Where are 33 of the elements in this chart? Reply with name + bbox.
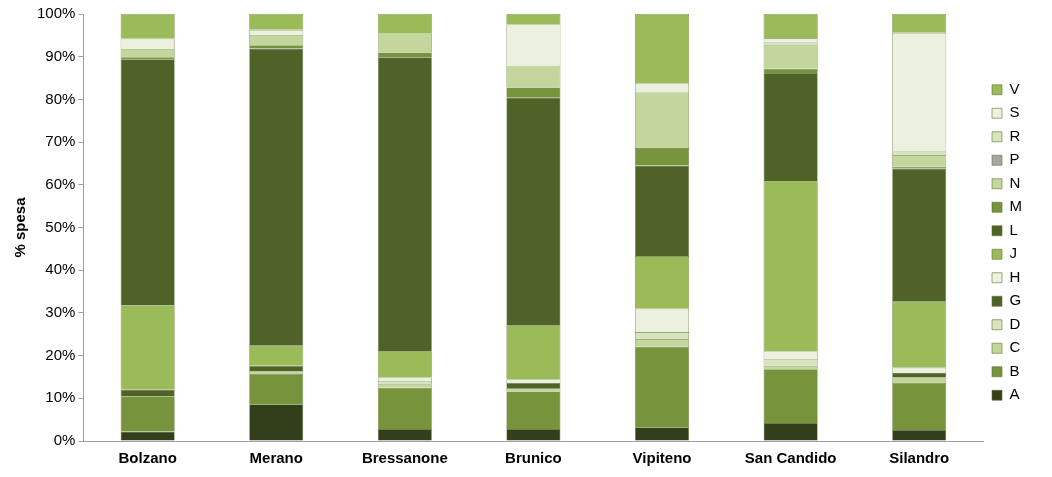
y-tick-label: 90%	[45, 46, 76, 64]
y-tick-label: 0%	[53, 431, 76, 449]
x-tick-label: Silandro	[889, 449, 950, 467]
legend-label: P	[1009, 150, 1020, 168]
x-tick-label: Merano	[249, 449, 303, 467]
legend-label: V	[1009, 79, 1020, 97]
x-tick-label: Bolzano	[118, 449, 177, 467]
legend-label: D	[1009, 314, 1021, 332]
y-tick-label: 70%	[45, 132, 76, 150]
y-tick-label: 30%	[45, 303, 76, 321]
y-tick-label: 80%	[45, 89, 76, 107]
legend-label: L	[1009, 220, 1018, 238]
y-tick-label: 50%	[45, 217, 76, 235]
legend-label: A	[1009, 385, 1020, 403]
legend-label: G	[1009, 291, 1022, 309]
y-tick-label: 100%	[36, 4, 76, 22]
x-tick-label: Brunico	[505, 449, 562, 467]
legend-label: S	[1009, 103, 1020, 121]
y-tick-label: 60%	[45, 174, 76, 192]
x-tick-label: Bressanone	[361, 449, 448, 467]
legend-label: M	[1009, 197, 1022, 215]
legend-label: C	[1009, 338, 1021, 356]
y-tick-label: 10%	[45, 388, 76, 406]
legend-label: B	[1009, 361, 1020, 379]
legend-label: H	[1009, 267, 1021, 285]
legend-label: N	[1009, 173, 1021, 191]
legend-label: J	[1009, 244, 1017, 262]
y-axis-title: % spesa	[11, 196, 29, 258]
x-tick-label: Vipiteno	[632, 449, 692, 467]
y-tick-label: 20%	[45, 345, 76, 363]
legend-label: R	[1009, 126, 1021, 144]
y-tick-label: 40%	[45, 260, 76, 278]
x-tick-label: San Candido	[744, 449, 837, 467]
